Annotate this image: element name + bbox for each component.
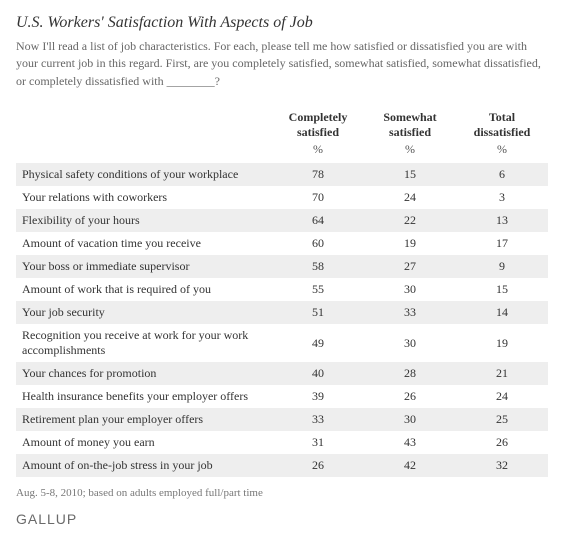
table-row: Retirement plan your employer offers 33 … [16, 408, 548, 431]
table-row: Your relations with coworkers 70 24 3 [16, 186, 548, 209]
row-val-c3: 3 [456, 186, 548, 209]
header-total-dissatisfied: Total dissatisfied [456, 106, 548, 142]
row-label: Your boss or immediate supervisor [16, 255, 272, 278]
unit-c3: % [456, 142, 548, 163]
row-val-c2: 22 [364, 209, 456, 232]
row-val-c3: 13 [456, 209, 548, 232]
row-val-c1: 31 [272, 431, 364, 454]
table-row: Amount of work that is required of you 5… [16, 278, 548, 301]
row-val-c3: 26 [456, 431, 548, 454]
row-label: Physical safety conditions of your workp… [16, 163, 272, 186]
row-val-c2: 42 [364, 454, 456, 477]
survey-table-container: U.S. Workers' Satisfaction With Aspects … [0, 0, 564, 537]
row-val-c3: 6 [456, 163, 548, 186]
row-label: Retirement plan your employer offers [16, 408, 272, 431]
row-val-c2: 30 [364, 408, 456, 431]
row-label: Your job security [16, 301, 272, 324]
row-val-c2: 27 [364, 255, 456, 278]
row-val-c3: 21 [456, 362, 548, 385]
row-val-c1: 39 [272, 385, 364, 408]
unit-c1: % [272, 142, 364, 163]
row-label: Flexibility of your hours [16, 209, 272, 232]
row-val-c2: 33 [364, 301, 456, 324]
row-label: Amount of on-the-job stress in your job [16, 454, 272, 477]
row-val-c3: 24 [456, 385, 548, 408]
table-row: Amount of money you earn 31 43 26 [16, 431, 548, 454]
table-header-row: Completely satisfied Somewhat satisfied … [16, 106, 548, 142]
row-val-c1: 60 [272, 232, 364, 255]
table-row: Your boss or immediate supervisor 58 27 … [16, 255, 548, 278]
row-val-c2: 28 [364, 362, 456, 385]
row-val-c1: 49 [272, 324, 364, 362]
row-val-c2: 19 [364, 232, 456, 255]
row-val-c1: 55 [272, 278, 364, 301]
row-val-c1: 40 [272, 362, 364, 385]
table-row: Your chances for promotion 40 28 21 [16, 362, 548, 385]
footnote-text: Aug. 5-8, 2010; based on adults employed… [16, 487, 548, 499]
row-val-c2: 24 [364, 186, 456, 209]
gallup-logo: GALLUP [16, 511, 548, 527]
row-label: Health insurance benefits your employer … [16, 385, 272, 408]
row-label: Recognition you receive at work for your… [16, 324, 272, 362]
header-blank [16, 106, 272, 142]
table-row: Amount of vacation time you receive 60 1… [16, 232, 548, 255]
table-row: Health insurance benefits your employer … [16, 385, 548, 408]
row-val-c2: 30 [364, 278, 456, 301]
row-val-c1: 70 [272, 186, 364, 209]
row-label: Amount of work that is required of you [16, 278, 272, 301]
row-val-c1: 64 [272, 209, 364, 232]
row-val-c2: 43 [364, 431, 456, 454]
table-row: Flexibility of your hours 64 22 13 [16, 209, 548, 232]
row-val-c1: 26 [272, 454, 364, 477]
row-val-c3: 17 [456, 232, 548, 255]
row-val-c3: 32 [456, 454, 548, 477]
unit-blank [16, 142, 272, 163]
row-label: Amount of money you earn [16, 431, 272, 454]
row-val-c1: 58 [272, 255, 364, 278]
table-row: Amount of on-the-job stress in your job … [16, 454, 548, 477]
row-val-c1: 33 [272, 408, 364, 431]
row-val-c1: 78 [272, 163, 364, 186]
satisfaction-table: Completely satisfied Somewhat satisfied … [16, 106, 548, 477]
row-val-c3: 14 [456, 301, 548, 324]
table-body: Physical safety conditions of your workp… [16, 163, 548, 477]
row-val-c3: 19 [456, 324, 548, 362]
intro-text: Now I'll read a list of job characterist… [16, 38, 548, 90]
row-label: Amount of vacation time you receive [16, 232, 272, 255]
row-val-c2: 15 [364, 163, 456, 186]
unit-c2: % [364, 142, 456, 163]
row-label: Your relations with coworkers [16, 186, 272, 209]
table-row: Recognition you receive at work for your… [16, 324, 548, 362]
row-val-c1: 51 [272, 301, 364, 324]
header-somewhat-satisfied: Somewhat satisfied [364, 106, 456, 142]
row-val-c2: 26 [364, 385, 456, 408]
table-row: Physical safety conditions of your workp… [16, 163, 548, 186]
row-val-c3: 25 [456, 408, 548, 431]
row-val-c3: 15 [456, 278, 548, 301]
table-unit-row: % % % [16, 142, 548, 163]
page-title: U.S. Workers' Satisfaction With Aspects … [16, 14, 548, 32]
row-val-c3: 9 [456, 255, 548, 278]
row-val-c2: 30 [364, 324, 456, 362]
header-completely-satisfied: Completely satisfied [272, 106, 364, 142]
table-row: Your job security 51 33 14 [16, 301, 548, 324]
row-label: Your chances for promotion [16, 362, 272, 385]
